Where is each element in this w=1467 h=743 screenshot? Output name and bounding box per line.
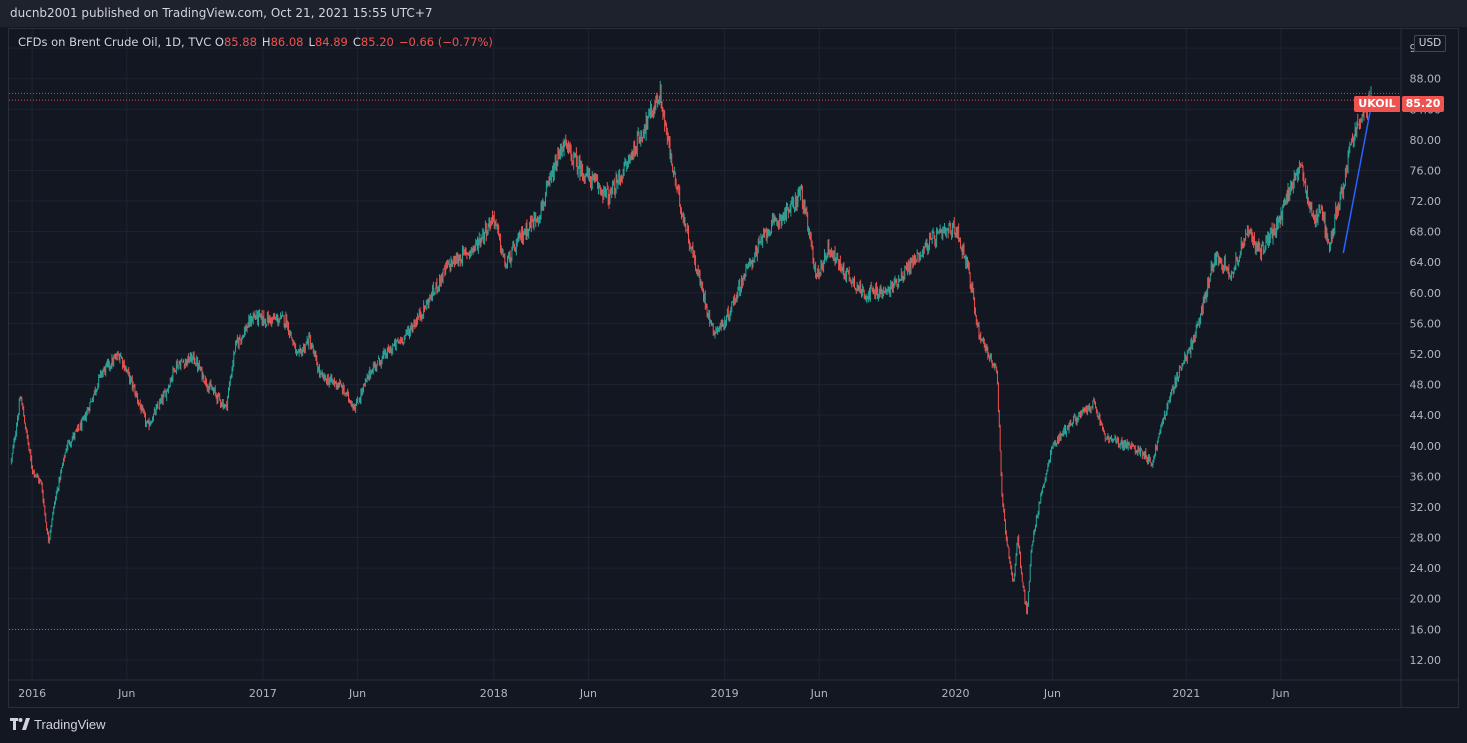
close-value: 85.20 bbox=[360, 35, 394, 49]
y-tick-label: 88.00 bbox=[1410, 73, 1442, 86]
footer: TradingView bbox=[0, 709, 1467, 743]
symbol-price-label: UKOIL bbox=[1354, 96, 1400, 112]
y-tick-label: 40.00 bbox=[1410, 440, 1442, 453]
x-tick-label: 2016 bbox=[18, 687, 46, 700]
x-tick-label: Jun bbox=[1271, 687, 1289, 700]
y-tick-label: 16.00 bbox=[1410, 623, 1442, 636]
brand-name: TradingView bbox=[34, 717, 106, 732]
y-tick-label: 28.00 bbox=[1410, 532, 1442, 545]
y-tick-label: 48.00 bbox=[1410, 379, 1442, 392]
y-tick-label: 72.00 bbox=[1410, 195, 1442, 208]
y-tick-label: 76.00 bbox=[1410, 164, 1442, 177]
grid bbox=[9, 29, 1401, 679]
open-value: 85.88 bbox=[223, 35, 257, 49]
tradingview-logo[interactable]: TradingView bbox=[10, 717, 106, 732]
horizontal-lines bbox=[9, 92, 1401, 630]
x-tick-label: 2021 bbox=[1172, 687, 1200, 700]
time-axis[interactable]: 2016 Jun 2017 Jun 2018 Jun 2019 Jun 2020 Jun 2021 J… bbox=[18, 687, 1289, 700]
low-value: 84.89 bbox=[314, 35, 348, 49]
low-label: L bbox=[308, 35, 315, 49]
y-tick-label: 24.00 bbox=[1410, 562, 1442, 575]
high-label: H bbox=[261, 35, 271, 49]
chart-frame bbox=[8, 28, 1459, 708]
y-tick-label: 60.00 bbox=[1410, 287, 1442, 300]
publisher-info: ducnb2001 published on TradingView.com, … bbox=[10, 6, 433, 20]
x-tick-label: Jun bbox=[810, 687, 828, 700]
x-tick-label: 2017 bbox=[249, 687, 277, 700]
y-tick-label: 56.00 bbox=[1410, 317, 1442, 330]
last-price-label: 85.20 bbox=[1402, 96, 1444, 112]
change-value: −0.66 (−0.77%) bbox=[398, 35, 493, 49]
x-tick-label: 2019 bbox=[711, 687, 739, 700]
tradingview-logo-icon bbox=[10, 718, 30, 730]
x-tick-label: 2018 bbox=[480, 687, 508, 700]
y-tick-label: 64.00 bbox=[1410, 256, 1442, 269]
y-tick-label: 36.00 bbox=[1410, 470, 1442, 483]
y-tick-label: 12.00 bbox=[1410, 654, 1442, 667]
price-axis[interactable]: 12.00 16.00 20.00 24.00 28.00 32.00 36.00 40.00… bbox=[1410, 42, 1442, 667]
y-tick-label: 20.00 bbox=[1410, 593, 1442, 606]
y-tick-label: 80.00 bbox=[1410, 134, 1442, 147]
y-tick-label: 52.00 bbox=[1410, 348, 1442, 361]
open-label: O bbox=[214, 35, 224, 49]
trendline[interactable] bbox=[1342, 106, 1372, 254]
y-tick-label: 44.00 bbox=[1410, 409, 1442, 422]
ohlc-legend: CFDs on Brent Crude Oil, 1D, TVC O85.88 H… bbox=[18, 35, 493, 49]
high-value: 86.08 bbox=[270, 35, 304, 49]
x-tick-label: Jun bbox=[1043, 687, 1061, 700]
y-tick-label: 32.00 bbox=[1410, 501, 1442, 514]
candles bbox=[10, 80, 1372, 615]
currency-button[interactable]: USD bbox=[1414, 35, 1446, 52]
y-tick-label: 68.00 bbox=[1410, 226, 1442, 239]
x-tick-label: Jun bbox=[579, 687, 597, 700]
x-tick-label: Jun bbox=[348, 687, 366, 700]
x-tick-label: 2020 bbox=[941, 687, 969, 700]
trendline-layer[interactable] bbox=[1342, 106, 1372, 254]
x-tick-label: Jun bbox=[117, 687, 135, 700]
close-label: C bbox=[352, 35, 361, 49]
publish-header: ducnb2001 published on TradingView.com, … bbox=[0, 0, 1467, 27]
symbol-info[interactable]: CFDs on Brent Crude Oil, 1D, TVC bbox=[18, 35, 212, 49]
